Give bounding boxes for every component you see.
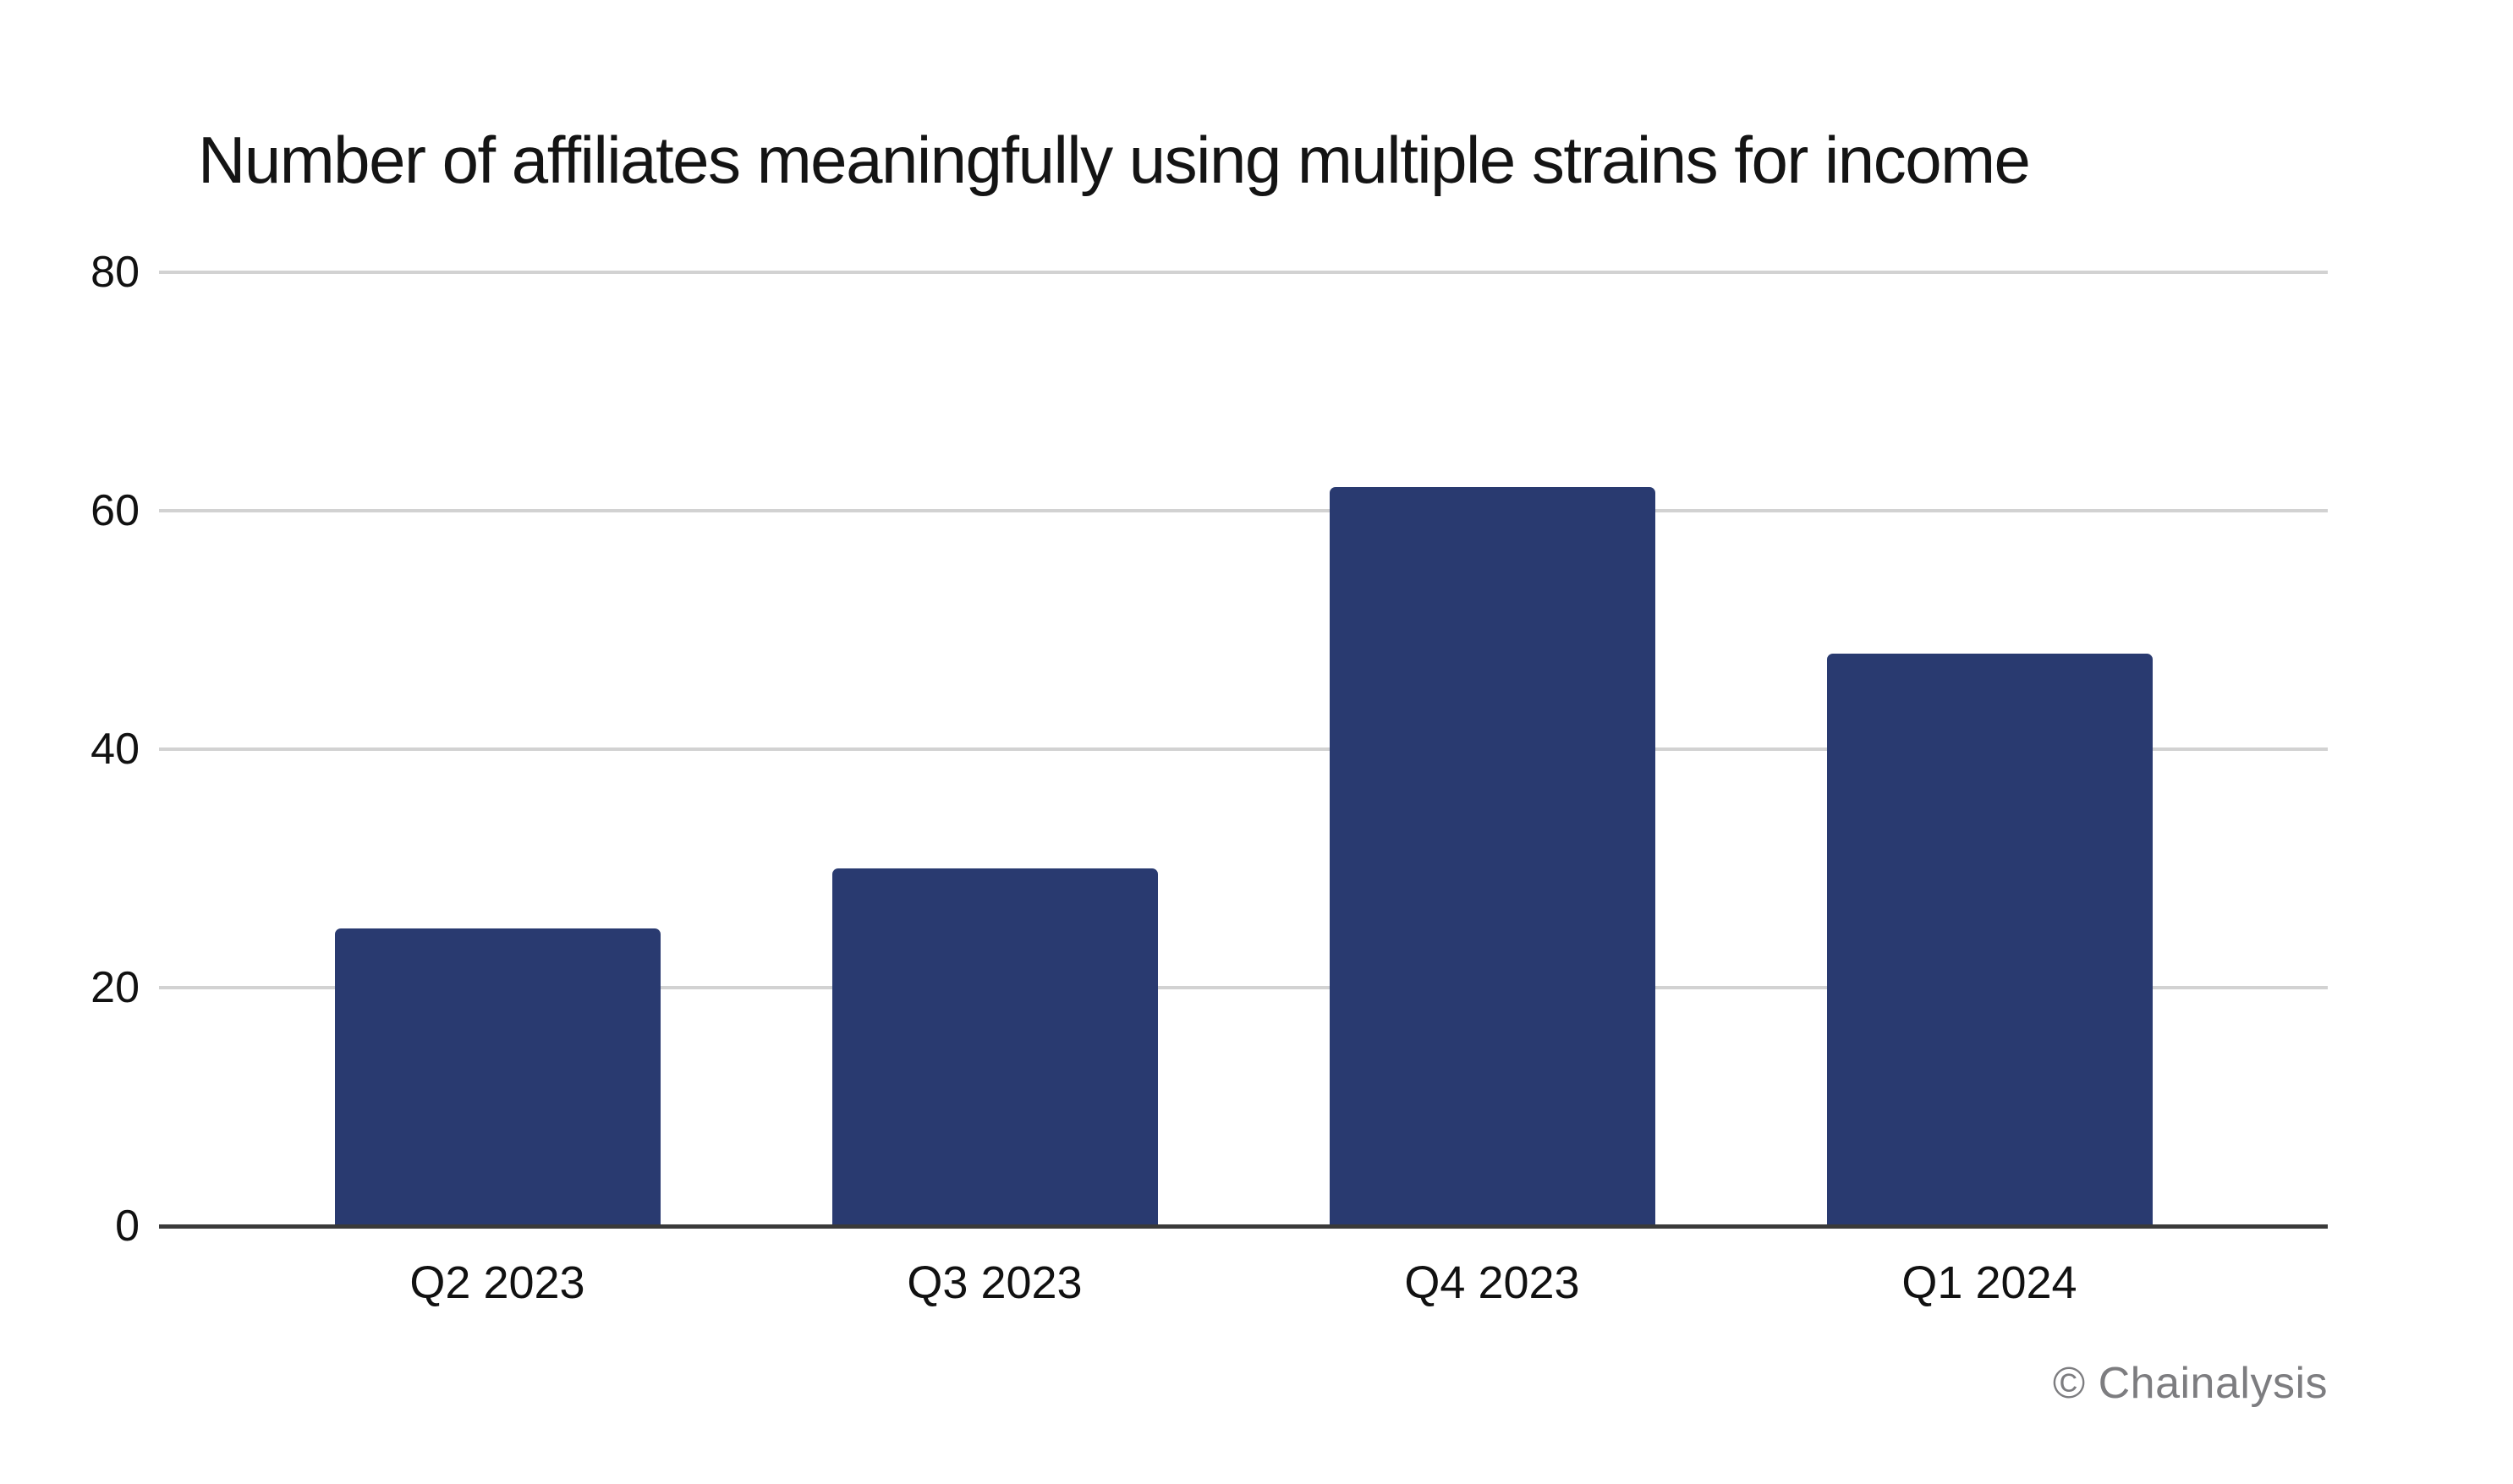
gridline-80	[159, 271, 2328, 274]
gridline-60	[159, 509, 2328, 512]
bar-q1-2024	[1826, 654, 2153, 1226]
x-axis-label-q4-2023: Q4 2023	[1404, 1257, 1580, 1308]
y-axis-tick-label-0: 0	[115, 1202, 140, 1251]
watermark: © Chainalysis	[2052, 1359, 2328, 1408]
gridline-20	[159, 986, 2328, 989]
y-axis-tick-label-60: 60	[91, 486, 140, 535]
x-axis-label-q1-2024: Q1 2024	[1901, 1257, 2077, 1308]
bar-q4-2023	[1329, 486, 1655, 1226]
y-axis-tick-label-40: 40	[91, 725, 140, 774]
x-axis-line	[159, 1224, 2328, 1229]
gridline-40	[159, 747, 2328, 751]
chart-title: Number of affiliates meaningfully using …	[198, 123, 2031, 197]
y-axis-tick-label-20: 20	[91, 963, 140, 1012]
y-axis-tick-label-80: 80	[91, 248, 140, 297]
x-axis-label-q3-2023: Q3 2023	[907, 1257, 1083, 1308]
bar-q3-2023	[831, 868, 1158, 1226]
x-axis-label-q2-2023: Q2 2023	[409, 1257, 585, 1308]
bar-q2-2023	[334, 928, 661, 1226]
